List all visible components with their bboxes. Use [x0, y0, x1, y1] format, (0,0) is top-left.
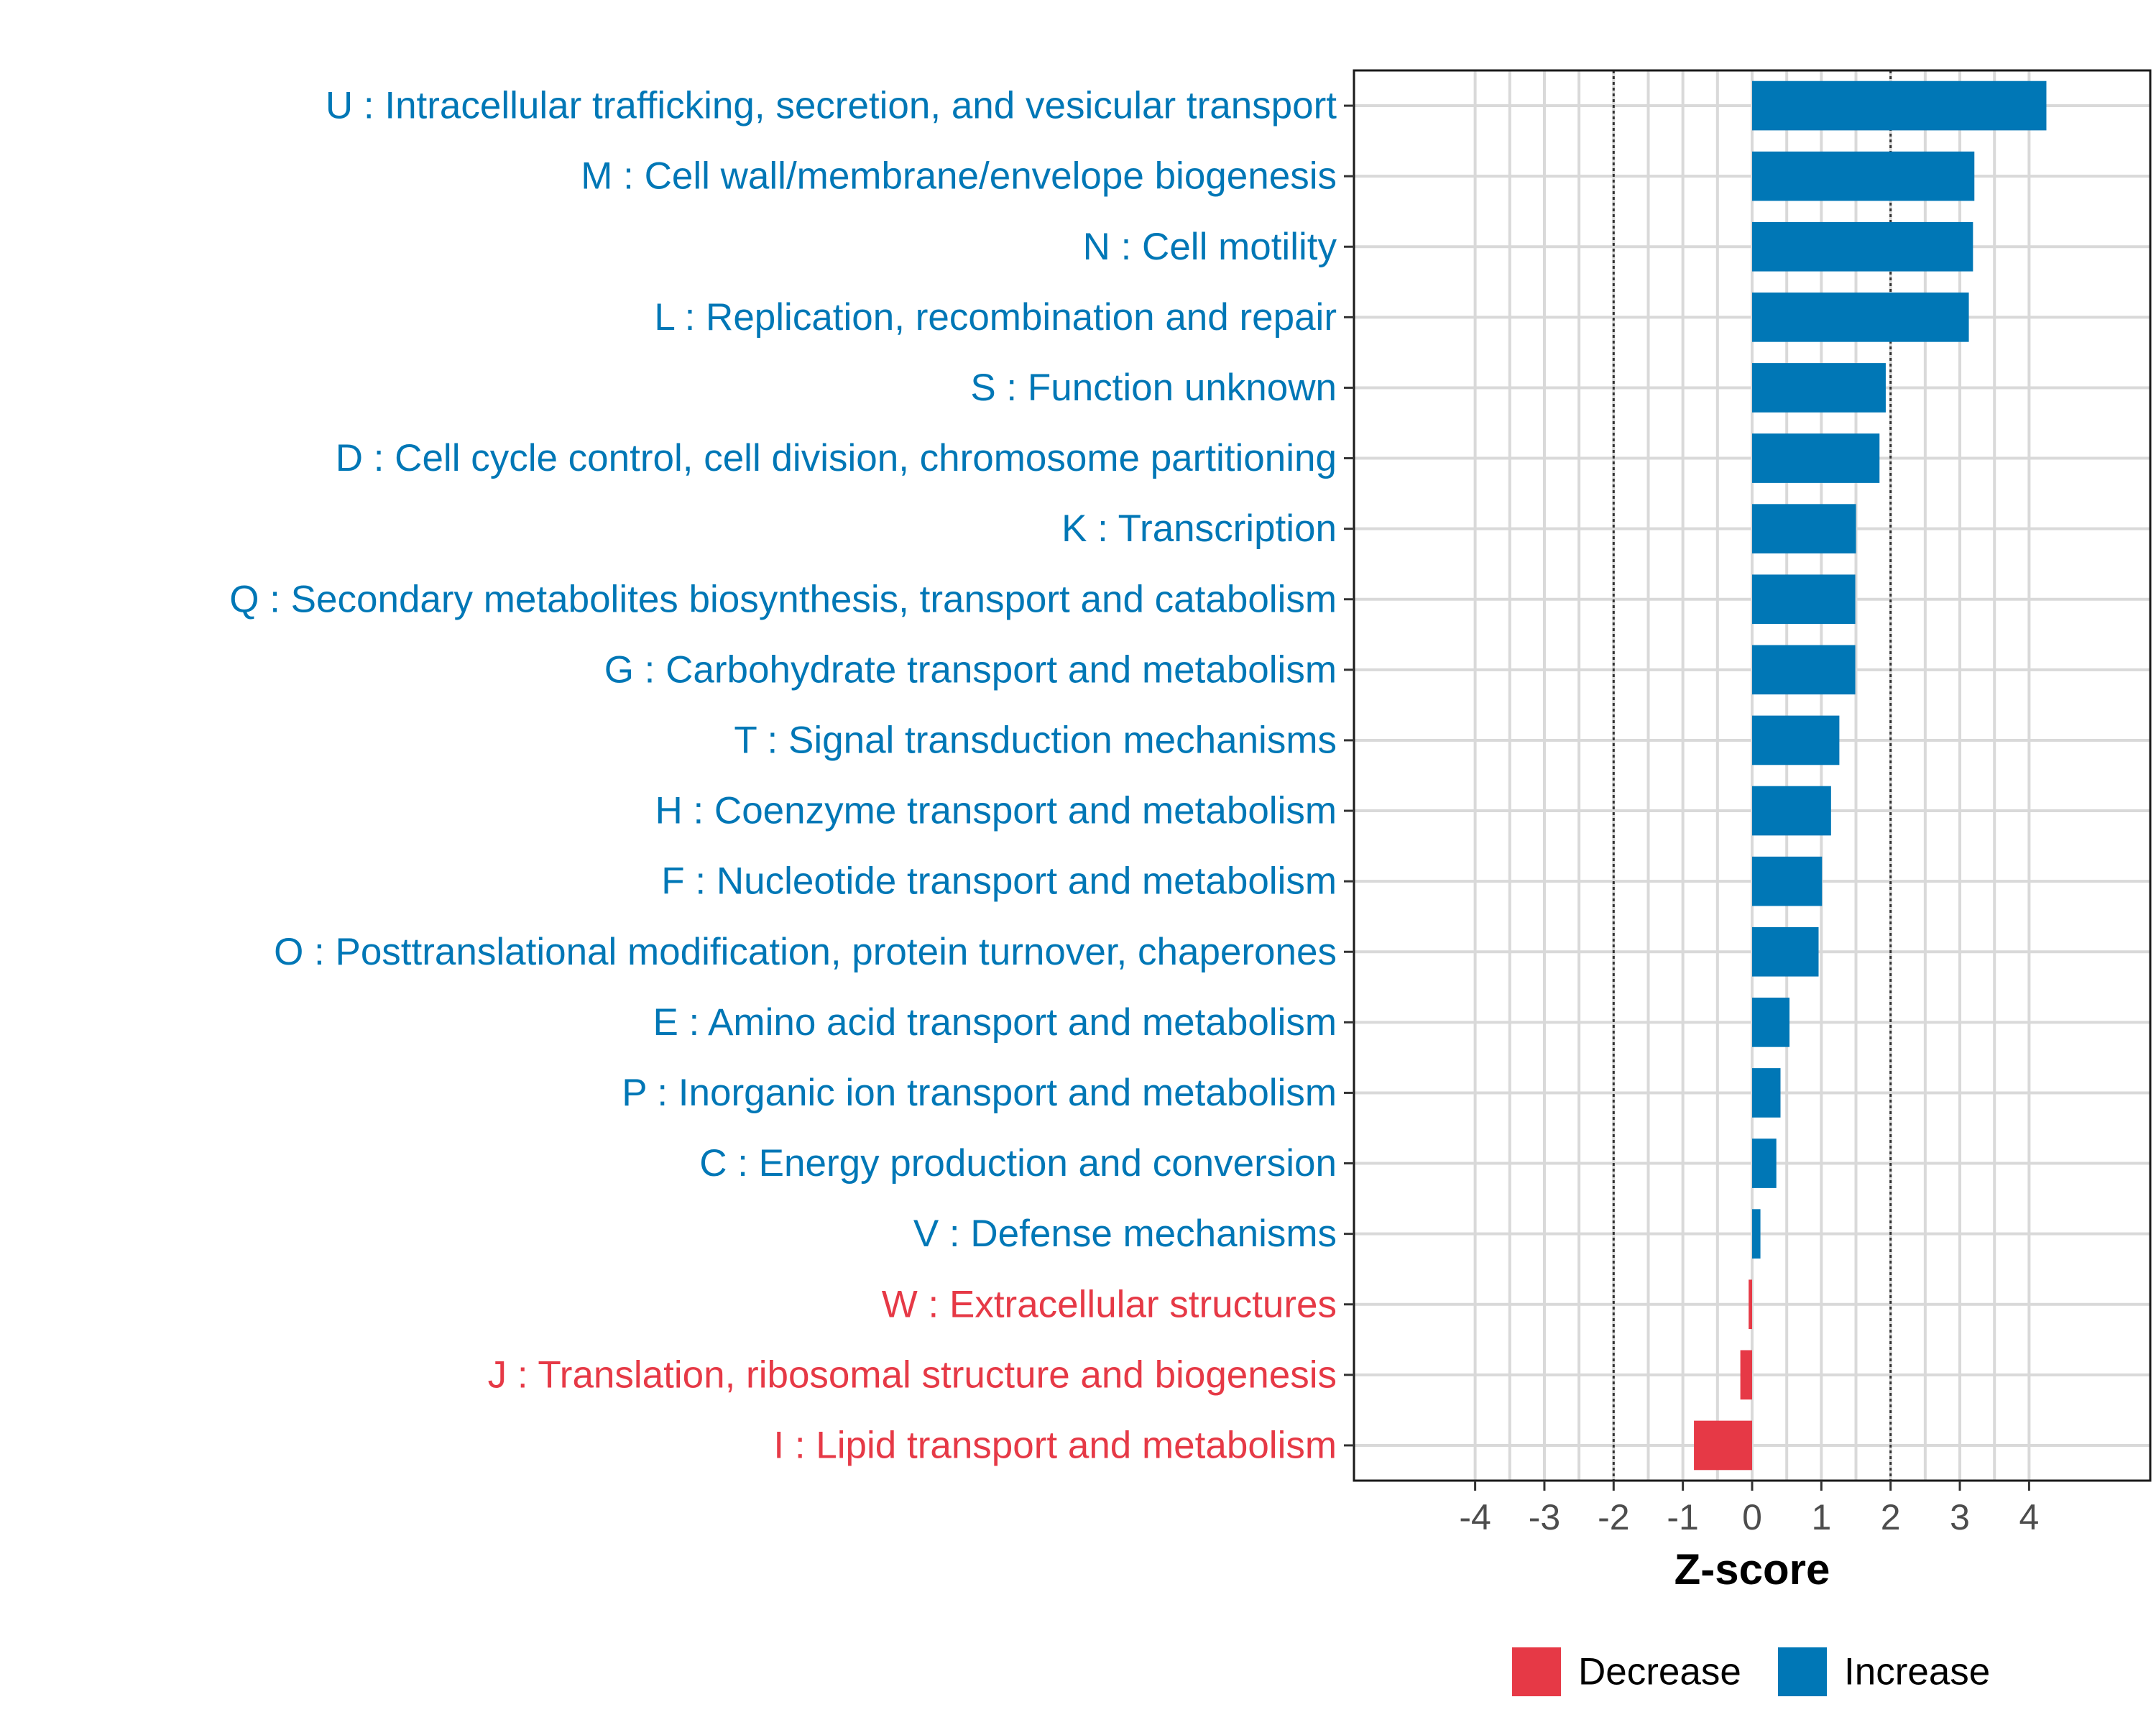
category-label: M : Cell wall/membrane/envelope biogenes…: [581, 155, 1337, 198]
category-label: U : Intracellular trafficking, secretion…: [326, 85, 1337, 127]
category-label: T : Signal transduction mechanisms: [734, 719, 1337, 761]
category-label: K : Transcription: [1061, 507, 1337, 550]
x-tick-label: 4: [2019, 1497, 2039, 1537]
bar: [1752, 151, 1975, 201]
category-label: E : Amino acid transport and metabolism: [653, 1001, 1337, 1044]
bar: [1752, 645, 1856, 695]
reference-lines: [1612, 70, 1892, 1481]
bar: [1752, 926, 1819, 977]
x-tick-label: 3: [1950, 1497, 1970, 1537]
x-tick-label: -3: [1529, 1497, 1560, 1537]
category-label: N : Cell motility: [1083, 226, 1337, 268]
category-label: L : Replication, recombination and repai…: [654, 296, 1337, 339]
category-label: J : Translation, ribosomal structure and…: [488, 1353, 1337, 1396]
bar: [1752, 1138, 1777, 1188]
category-label: W : Extracellular structures: [882, 1283, 1337, 1325]
bar: [1752, 998, 1790, 1047]
legend: Decrease Increase: [1512, 1647, 1990, 1696]
x-ticks: -4 -3 -2 -1 0 1 2 3 4: [1459, 1481, 2039, 1537]
bar: [1752, 221, 1973, 272]
legend-swatch-decrease: [1512, 1647, 1561, 1696]
bar: [1752, 715, 1840, 765]
bar: [1752, 574, 1856, 625]
bar: [1749, 1279, 1752, 1330]
bar: [1752, 1068, 1781, 1118]
category-label: F : Nucleotide transport and metabolism: [661, 860, 1337, 903]
bar: [1694, 1420, 1752, 1471]
category-label: Q : Secondary metabolites biosynthesis, …: [229, 578, 1337, 620]
legend-label-decrease: Decrease: [1578, 1651, 1741, 1693]
x-tick-label: 2: [1881, 1497, 1901, 1537]
category-label: H : Coenzyme transport and metabolism: [655, 790, 1337, 832]
category-label: D : Cell cycle control, cell division, c…: [336, 437, 1337, 479]
category-label: G : Carbohydrate transport and metabolis…: [604, 648, 1337, 691]
x-tick-label: -4: [1459, 1497, 1491, 1537]
bar: [1752, 1209, 1761, 1259]
gridlines: [1354, 70, 2150, 1481]
bar: [1740, 1350, 1752, 1400]
legend-label-increase: Increase: [1844, 1651, 1990, 1693]
category-label: S : Function unknown: [970, 367, 1337, 409]
category-label: C : Energy production and conversion: [699, 1142, 1337, 1184]
category-labels: U : Intracellular trafficking, secretion…: [229, 85, 1337, 1467]
bar: [1752, 504, 1856, 553]
y-ticks: [1344, 104, 1354, 1447]
bar: [1752, 80, 2047, 131]
x-tick-label: 1: [1811, 1497, 1831, 1537]
bar: [1752, 433, 1880, 483]
bars: [1694, 80, 2047, 1471]
x-tick-label: -2: [1598, 1497, 1629, 1537]
category-label: P : Inorganic ion transport and metaboli…: [622, 1072, 1337, 1114]
x-axis-title: Z-score: [1674, 1545, 1830, 1593]
bar: [1752, 856, 1823, 906]
bar: [1752, 293, 1969, 342]
x-tick-label: 0: [1742, 1497, 1762, 1537]
category-label: I : Lipid transport and metabolism: [773, 1424, 1337, 1466]
legend-swatch-increase: [1778, 1647, 1827, 1696]
category-label: O : Posttranslational modification, prot…: [274, 931, 1337, 973]
bar: [1752, 363, 1886, 413]
x-tick-label: -1: [1667, 1497, 1698, 1537]
bar: [1752, 786, 1831, 836]
category-label: V : Defense mechanisms: [913, 1213, 1337, 1255]
